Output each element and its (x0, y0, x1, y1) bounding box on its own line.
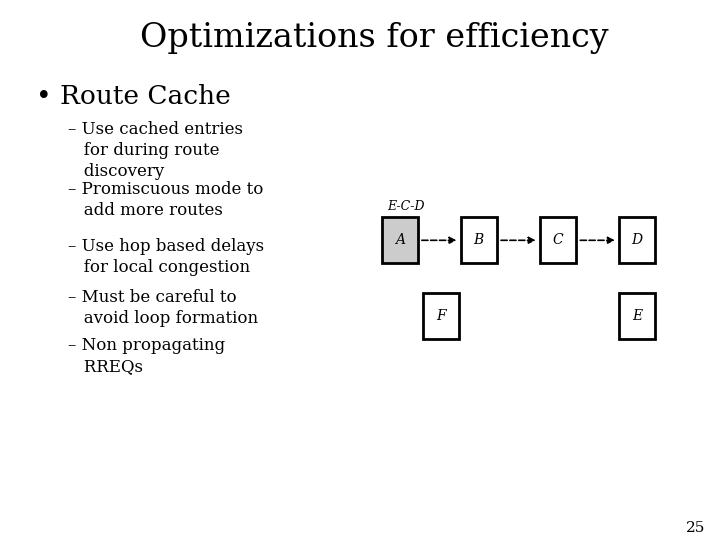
Text: – Promiscuous mode to
   add more routes: – Promiscuous mode to add more routes (68, 181, 264, 219)
Text: C: C (553, 233, 563, 247)
FancyBboxPatch shape (619, 217, 655, 263)
Text: E-C-D: E-C-D (387, 200, 425, 213)
Text: D: D (631, 233, 643, 247)
FancyBboxPatch shape (382, 217, 418, 263)
Text: F: F (436, 309, 446, 323)
Text: – Must be careful to
   avoid loop formation: – Must be careful to avoid loop formatio… (68, 289, 258, 327)
Text: A: A (395, 233, 405, 247)
Text: – Use hop based delays
   for local congestion: – Use hop based delays for local congest… (68, 238, 264, 275)
Text: • Route Cache: • Route Cache (36, 84, 230, 109)
Text: – Non propagating
   RREQs: – Non propagating RREQs (68, 338, 225, 375)
FancyBboxPatch shape (619, 293, 655, 339)
Text: B: B (474, 233, 484, 247)
Text: – Use cached entries
   for during route
   discovery: – Use cached entries for during route di… (68, 122, 243, 180)
FancyBboxPatch shape (461, 217, 497, 263)
FancyBboxPatch shape (540, 217, 576, 263)
Text: Optimizations for efficiency: Optimizations for efficiency (140, 22, 608, 53)
Text: 25: 25 (686, 521, 706, 535)
Text: E: E (632, 309, 642, 323)
FancyBboxPatch shape (423, 293, 459, 339)
